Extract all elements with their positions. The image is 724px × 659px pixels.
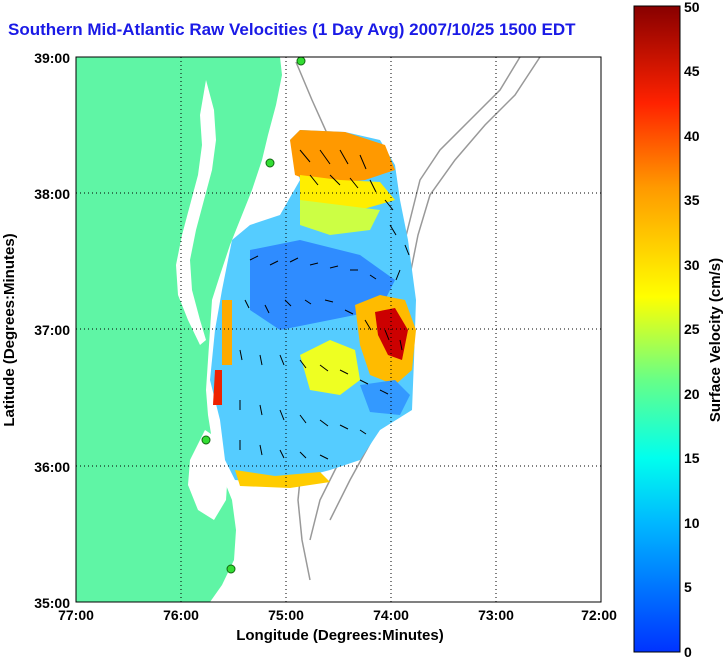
y-axis-label: Latitude (Degrees:Minutes) (1, 233, 18, 426)
radar-site-marker (226, 564, 236, 574)
x-tick-label: 74:00 (373, 607, 409, 623)
x-tick-label: 73:00 (478, 607, 514, 623)
x-tick-label: 76:00 (163, 607, 199, 623)
colorbar-tick-label: 10 (684, 515, 700, 531)
x-tick-label: 77:00 (58, 607, 94, 623)
colorbar-tick-label: 25 (684, 321, 700, 337)
radar-sites (201, 57, 306, 574)
y-tick-label: 39:00 (34, 50, 70, 66)
colorbar-tick-label: 45 (684, 63, 700, 79)
x-tick-label: 72:00 (581, 607, 617, 623)
velocity-vectors (239, 149, 410, 460)
colorbar-tick-label: 20 (684, 386, 700, 402)
x-ticks: 77:00 76:00 75:00 74:00 73:00 72:00 (58, 607, 617, 623)
colorbar-tick-label: 30 (684, 257, 700, 273)
radar-site-marker (201, 435, 211, 445)
radar-site-marker (265, 158, 275, 168)
y-tick-label: 36:00 (34, 459, 70, 475)
radar-site-marker (296, 57, 306, 66)
x-tick-label: 75:00 (268, 607, 304, 623)
colorbar-tick-label: 15 (684, 450, 700, 466)
colorbar-label: Surface Velocity (cm/s) (707, 258, 724, 422)
y-ticks: 39:00 38:00 37:00 36:00 35:00 (34, 50, 70, 611)
sound-water (188, 430, 228, 520)
colorbar-tick-label: 35 (684, 192, 700, 208)
grid (76, 57, 601, 602)
colorbar-ticks: 50 45 40 35 30 25 20 15 10 5 0 (684, 0, 700, 659)
y-tick-label: 38:00 (34, 186, 70, 202)
x-axis-label: Longitude (Degrees:Minutes) (236, 627, 444, 644)
chart-title: Southern Mid-Atlantic Raw Velocities (1 … (8, 20, 576, 39)
velocity-field (210, 130, 416, 488)
y-tick-label: 37:00 (34, 322, 70, 338)
colorbar-tick-label: 50 (684, 0, 700, 15)
y-tick-label: 35:00 (34, 595, 70, 611)
chesapeake-bay (176, 80, 216, 345)
colorbar-tick-label: 0 (684, 644, 692, 659)
colorbar-tick-label: 5 (684, 579, 692, 595)
land-mass (76, 57, 282, 602)
colorbar (633, 5, 681, 653)
plot-frame (75, 56, 602, 603)
colorbar-tick-label: 40 (684, 128, 700, 144)
